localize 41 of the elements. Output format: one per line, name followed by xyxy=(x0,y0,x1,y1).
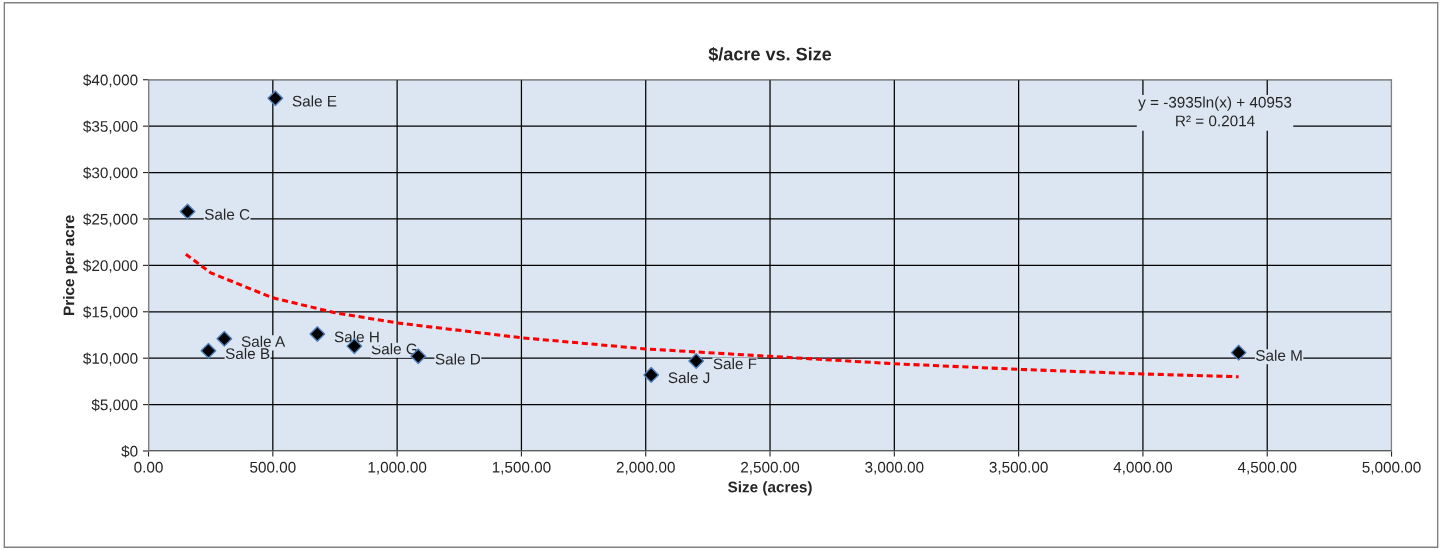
point xyxy=(216,330,233,347)
annotation: Sale A xyxy=(241,335,286,347)
y-tick-label: $40,000 xyxy=(83,73,138,88)
x-tick-label: 3,000.00 xyxy=(865,461,924,475)
chart-title: $/acre vs. Size xyxy=(708,46,832,62)
point xyxy=(1230,344,1247,361)
x-tick-label: 0.00 xyxy=(134,461,163,473)
annotation: Sale J xyxy=(668,371,710,384)
annotation: Sale F xyxy=(713,358,757,370)
y-tick-label: $35,000 xyxy=(83,120,138,134)
annotation: Sale M xyxy=(1256,349,1302,361)
y-tick-label: $0 xyxy=(121,445,138,458)
point xyxy=(267,90,284,107)
x-axis-title: Size (acres) xyxy=(728,481,812,496)
x-tick-label: 2,500.00 xyxy=(741,461,800,475)
x-tick-label: 1,500.00 xyxy=(492,461,551,475)
x-tick-label: 500.00 xyxy=(250,461,296,473)
annotation: Sale D xyxy=(435,353,481,365)
x-tick-label: 4,500.00 xyxy=(1237,461,1297,475)
x-tick-label: 1,000.00 xyxy=(368,461,427,475)
y-tick-label: $5,000 xyxy=(91,398,138,413)
point xyxy=(309,326,326,343)
y-tick-label: $30,000 xyxy=(83,166,138,181)
point xyxy=(643,366,660,383)
annotation: Sale E xyxy=(292,95,337,107)
annotation: Sale C xyxy=(204,208,250,220)
y-tick-label: $25,000 xyxy=(83,213,138,227)
point xyxy=(688,352,705,369)
annotation: Sale H xyxy=(334,331,379,343)
x-tick-label: 4,000.00 xyxy=(1113,461,1173,475)
y-axis-title: Price per acre xyxy=(63,215,78,315)
x-tick-label: 5,000.00 xyxy=(1362,461,1421,475)
annotation: y = -3935ln(x) + 40953 R² = 0.2014 xyxy=(1138,96,1292,127)
annotation: Sale B xyxy=(225,347,270,360)
x-tick-label: 3,500.00 xyxy=(989,461,1048,475)
x-tick-label: 2,000.00 xyxy=(616,461,675,475)
y-tick-label: $10,000 xyxy=(83,352,138,366)
y-tick-label: $15,000 xyxy=(83,306,138,320)
point xyxy=(200,342,217,359)
point xyxy=(179,203,196,220)
y-tick-label: $20,000 xyxy=(83,259,138,273)
